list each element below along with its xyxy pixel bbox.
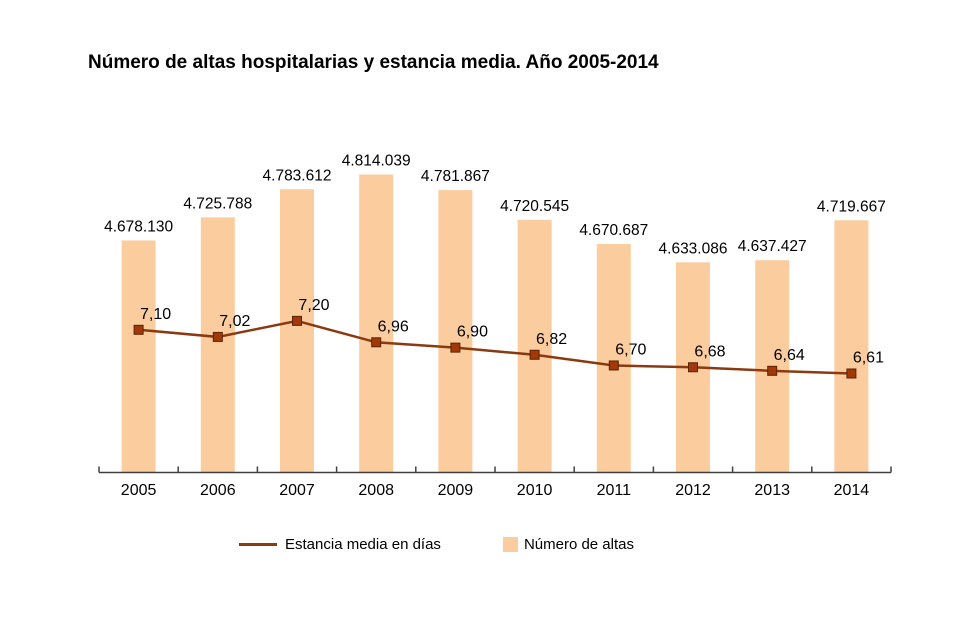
legend-label-numero-altas: Número de altas xyxy=(523,536,634,553)
line-value-label-2013: 6,64 xyxy=(774,347,805,364)
line-series-swatch xyxy=(239,543,277,546)
chart-title: Número de altas hospitalarias y estancia… xyxy=(88,52,659,73)
line-value-label-2014: 6,61 xyxy=(853,350,884,367)
line-value-label-2007: 7,20 xyxy=(298,297,329,314)
bar-value-label-2011: 4.670.687 xyxy=(579,222,648,239)
bar-value-label-2012: 4.633.086 xyxy=(659,240,728,257)
line-value-label-2008: 6,96 xyxy=(378,318,409,335)
line-value-label-2005: 7,10 xyxy=(140,306,171,323)
bar-series-swatch xyxy=(502,537,518,552)
legend-label-estancia-media: Estancia media en días xyxy=(285,536,441,553)
line-value-label-2009: 6,90 xyxy=(457,324,488,341)
line-marker-2008 xyxy=(371,337,382,348)
x-tick-label-2007: 2007 xyxy=(279,482,315,499)
x-tick-label-2006: 2006 xyxy=(200,482,236,499)
line-marker-2010 xyxy=(529,349,540,360)
bar-value-label-2014: 4.719.667 xyxy=(817,198,886,215)
bar-value-label-2007: 4.783.612 xyxy=(263,167,332,184)
estancia-media-line xyxy=(138,319,852,375)
line-value-label-2012: 6,68 xyxy=(694,343,725,360)
line-marker-2012 xyxy=(688,362,698,373)
line-marker-2011 xyxy=(608,360,619,371)
bar-2009 xyxy=(438,190,473,473)
line-marker-2013 xyxy=(767,365,778,376)
x-tick-label-2013: 2013 xyxy=(754,482,790,499)
legend-item-estancia-media: Estancia media en días xyxy=(239,536,441,553)
x-tick-label-2005: 2005 xyxy=(121,482,157,499)
x-tick-label-2011: 2011 xyxy=(597,482,632,499)
bar-2005 xyxy=(121,240,156,473)
legend: Estancia media en días Número de altas xyxy=(239,536,634,553)
x-tick-label-2009: 2009 xyxy=(438,482,474,499)
line-marker-2006 xyxy=(212,331,223,342)
bar-2006 xyxy=(200,217,235,473)
x-tick-label-2010: 2010 xyxy=(517,482,553,499)
line-marker-2009 xyxy=(450,342,461,353)
bar-value-label-2006: 4.725.788 xyxy=(183,195,252,212)
bar-2011 xyxy=(596,244,631,473)
bar-value-label-2013: 4.637.427 xyxy=(738,238,807,255)
bar-2007 xyxy=(280,189,314,473)
line-value-label-2011: 6,70 xyxy=(615,341,646,358)
bar-2014 xyxy=(834,220,869,473)
line-marker-2014 xyxy=(846,368,857,379)
x-tick-label-2014: 2014 xyxy=(834,482,870,499)
bar-value-label-2010: 4.720.545 xyxy=(500,198,569,215)
line-value-label-2010: 6,82 xyxy=(536,331,567,348)
bar-value-label-2005: 4.678.130 xyxy=(104,218,173,235)
legend-item-numero-altas: Número de altas xyxy=(502,536,634,553)
line-value-label-2006: 7,02 xyxy=(219,313,250,330)
line-marker-2007 xyxy=(292,315,302,326)
line-marker-2005 xyxy=(133,324,144,335)
bar-2010 xyxy=(517,219,552,473)
x-tick-label-2008: 2008 xyxy=(358,482,394,499)
x-tick-label-2012: 2012 xyxy=(675,482,711,499)
bar-value-label-2009: 4.781.867 xyxy=(421,168,490,185)
bar-value-label-2008: 4.814.039 xyxy=(342,153,411,170)
bar-2008 xyxy=(359,174,394,473)
